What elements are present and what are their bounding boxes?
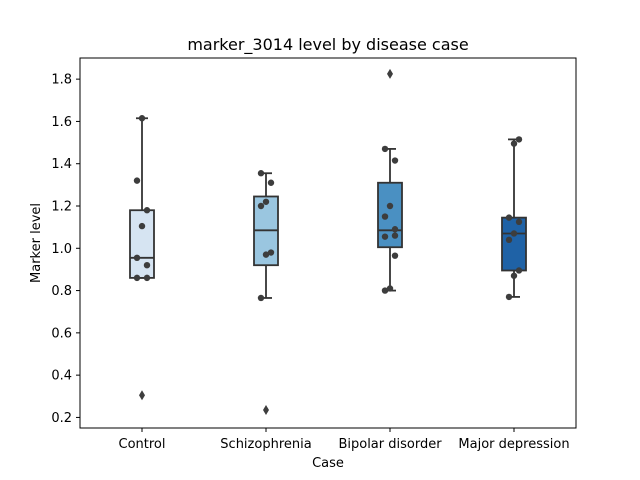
y-tick-label: 0.6 xyxy=(51,326,72,341)
y-axis-label: Marker level xyxy=(29,203,44,283)
data-point xyxy=(391,232,399,239)
box-group xyxy=(253,170,279,416)
y-tick-label: 0.8 xyxy=(51,284,72,299)
box-group xyxy=(501,136,527,301)
data-point xyxy=(391,252,399,259)
data-point xyxy=(510,272,518,279)
outlier-point xyxy=(387,68,393,79)
y-tick-label: 1.6 xyxy=(51,115,72,130)
data-point xyxy=(381,145,389,153)
boxes-layer xyxy=(129,68,527,416)
y-tick-label: 1.8 xyxy=(51,73,72,88)
data-point xyxy=(267,179,275,186)
x-axis-label: Case xyxy=(312,456,344,471)
data-point xyxy=(133,254,141,261)
data-point xyxy=(381,233,389,240)
data-point xyxy=(505,236,513,244)
data-point xyxy=(143,274,151,282)
chart-title: marker_3014 level by disease case xyxy=(187,35,468,55)
data-point xyxy=(133,274,141,282)
y-tick-label: 0.4 xyxy=(51,369,72,384)
data-point xyxy=(515,136,523,143)
data-point xyxy=(133,177,141,184)
data-point xyxy=(143,207,151,214)
box-iqr xyxy=(129,209,155,279)
y-tick-label: 1.2 xyxy=(51,200,72,215)
data-point xyxy=(510,140,518,147)
data-point xyxy=(257,170,265,177)
outlier-point xyxy=(139,390,145,401)
x-axis: Control Schizophrenia Bipolar disorder Majo… xyxy=(119,428,570,452)
data-point xyxy=(143,262,151,269)
data-point xyxy=(505,293,513,301)
plot-area xyxy=(79,57,577,429)
data-point xyxy=(515,218,523,226)
data-point xyxy=(510,230,518,237)
data-point xyxy=(138,222,146,230)
box-group xyxy=(377,68,403,294)
data-point xyxy=(391,226,399,233)
x-tick-label: Schizophrenia xyxy=(220,437,311,452)
data-point xyxy=(391,157,399,164)
y-tick-label: 1.0 xyxy=(51,242,72,257)
y-axis: 0.2 0.4 0.6 0.8 1.0 1.2 1.4 1.6 1.8 xyxy=(51,73,80,426)
data-point xyxy=(138,115,146,122)
data-point xyxy=(257,294,265,302)
data-point xyxy=(381,287,389,294)
y-tick-label: 1.4 xyxy=(51,157,72,172)
data-point xyxy=(257,202,265,210)
x-tick-label: Control xyxy=(119,437,166,452)
data-point xyxy=(515,267,523,274)
outlier-point xyxy=(263,405,269,416)
y-tick-label: 0.2 xyxy=(51,411,72,426)
box-iqr xyxy=(377,181,403,249)
data-point xyxy=(505,214,513,221)
data-point xyxy=(386,285,394,292)
data-point xyxy=(381,213,389,220)
data-point xyxy=(386,202,394,210)
box-group xyxy=(129,115,155,401)
data-point xyxy=(262,251,270,258)
box-iqr xyxy=(501,216,527,272)
data-point xyxy=(267,249,275,256)
data-point xyxy=(262,198,270,205)
x-tick-label: Bipolar disorder xyxy=(338,437,442,452)
x-tick-label: Major depression xyxy=(458,437,569,452)
